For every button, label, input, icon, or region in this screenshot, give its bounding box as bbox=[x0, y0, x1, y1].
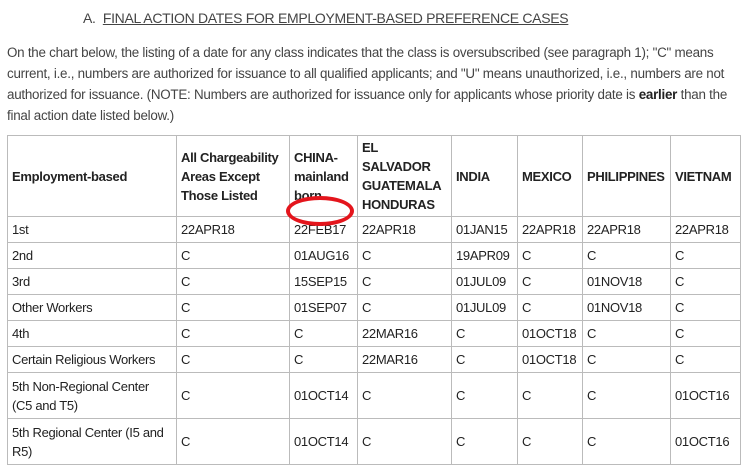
heading-title: FINAL ACTION DATES FOR EMPLOYMENT-BASED … bbox=[102, 10, 569, 26]
final-action-dates-table: Employment-based All Chargeability Areas … bbox=[7, 135, 741, 465]
row-label: 5th Regional Center (I5 and R5) bbox=[7, 418, 177, 465]
table-cell: 01JUL09 bbox=[451, 268, 518, 295]
row-label: 3rd bbox=[7, 268, 177, 295]
table-cell: 01JAN15 bbox=[451, 216, 518, 243]
red-circle-annotation bbox=[286, 196, 354, 226]
table-cell: C bbox=[582, 418, 671, 465]
paragraph-bold: earlier bbox=[638, 87, 678, 102]
table-cell: 22APR18 bbox=[582, 216, 671, 243]
table-cell: C bbox=[517, 372, 583, 419]
table-cell: 01OCT16 bbox=[670, 372, 741, 419]
table-cell: 01OCT18 bbox=[517, 320, 583, 347]
heading-prefix: A. bbox=[83, 10, 96, 26]
table-cell: C bbox=[451, 372, 518, 419]
table-cell: 22MAR16 bbox=[357, 346, 452, 373]
column-header: MEXICO bbox=[517, 135, 583, 217]
column-header: VIETNAM bbox=[670, 135, 741, 217]
table-cell: C bbox=[517, 268, 583, 295]
header-row: Employment-based All Chargeability Areas … bbox=[7, 135, 741, 217]
table-cell: C bbox=[451, 418, 518, 465]
table-cell: C bbox=[176, 268, 290, 295]
table-cell: C bbox=[451, 320, 518, 347]
table-cell: 01OCT16 bbox=[670, 418, 741, 465]
table-cell: C bbox=[582, 346, 671, 373]
table-cell: C bbox=[289, 320, 358, 347]
table-cell: C bbox=[357, 294, 452, 321]
table-cell: C bbox=[176, 418, 290, 465]
row-label: 2nd bbox=[7, 242, 177, 269]
table-cell: 22MAR16 bbox=[357, 320, 452, 347]
column-header: PHILIPPINES bbox=[582, 135, 671, 217]
paragraph-tail: than the final action date listed below.… bbox=[7, 87, 728, 123]
table-row: 5th Non-Regional Center (C5 and T5) C 01OC… bbox=[7, 372, 741, 419]
table-cell: C bbox=[670, 268, 741, 295]
table-cell: 01SEP07 bbox=[289, 294, 358, 321]
column-header: Employment-based bbox=[7, 135, 177, 217]
table-cell: 22APR18 bbox=[670, 216, 741, 243]
table-cell: C bbox=[176, 294, 290, 321]
row-label: 4th bbox=[7, 320, 177, 347]
table-cell: C bbox=[289, 346, 358, 373]
table-cell: 22APR18 bbox=[176, 216, 290, 243]
table-cell: 22APR18 bbox=[357, 216, 452, 243]
table-cell: 01OCT14 bbox=[289, 372, 358, 419]
table-cell: 19APR09 bbox=[451, 242, 518, 269]
table-cell: C bbox=[670, 346, 741, 373]
table-cell: C bbox=[176, 320, 290, 347]
table-cell: C bbox=[517, 418, 583, 465]
table-cell: C bbox=[357, 372, 452, 419]
table-cell: C bbox=[582, 320, 671, 347]
column-header: EL SALVADOR GUATEMALA HONDURAS bbox=[357, 135, 452, 217]
table-row: 5th Regional Center (I5 and R5) C 01OCT14 C… bbox=[7, 418, 741, 465]
table-cell: C bbox=[582, 372, 671, 419]
table-cell: C bbox=[357, 242, 452, 269]
table-cell: C bbox=[176, 242, 290, 269]
table-cell: 22APR18 bbox=[517, 216, 583, 243]
column-header: All Chargeability Areas Except Those Lis… bbox=[176, 135, 290, 217]
table-cell: C bbox=[176, 372, 290, 419]
table-cell: C bbox=[670, 242, 741, 269]
table-cell: 01NOV18 bbox=[582, 268, 671, 295]
table-cell: C bbox=[357, 418, 452, 465]
table-row: 1st 22APR18 22FEB17 22APR18 01JAN15 22APR18 22… bbox=[7, 216, 741, 243]
table-cell: C bbox=[517, 242, 583, 269]
table-row: 3rd C 15SEP15 C 01JUL09 C 01NOV18 C bbox=[7, 268, 741, 295]
table-cell: 01JUL09 bbox=[451, 294, 518, 321]
table-cell: C bbox=[176, 346, 290, 373]
table-cell: C bbox=[670, 294, 741, 321]
column-header: INDIA bbox=[451, 135, 518, 217]
table-cell: 01AUG16 bbox=[289, 242, 358, 269]
table-row: Other Workers C 01SEP07 C 01JUL09 C 01NOV18 C bbox=[7, 294, 741, 321]
row-label: Other Workers bbox=[7, 294, 177, 321]
table-row: Certain Religious Workers C C 22MAR16 C 01OCT… bbox=[7, 346, 741, 373]
table-cell: C bbox=[582, 242, 671, 269]
table-cell: 01NOV18 bbox=[582, 294, 671, 321]
table-cell: C bbox=[517, 294, 583, 321]
table-cell: 01OCT14 bbox=[289, 418, 358, 465]
row-label: Certain Religious Workers bbox=[7, 346, 177, 373]
paragraph-text: On the chart below, the listing of a dat… bbox=[7, 45, 725, 102]
row-label: 1st bbox=[7, 216, 177, 243]
table-cell: 01OCT18 bbox=[517, 346, 583, 373]
row-label: 5th Non-Regional Center (C5 and T5) bbox=[7, 372, 177, 419]
table-row: 2nd C 01AUG16 C 19APR09 C C C bbox=[7, 242, 741, 269]
table-cell: C bbox=[670, 320, 741, 347]
section-heading: A. FINAL ACTION DATES FOR EMPLOYMENT-BAS… bbox=[83, 10, 569, 26]
table-cell: C bbox=[357, 268, 452, 295]
table-row: 4th C C 22MAR16 C 01OCT18 C C bbox=[7, 320, 741, 347]
explanatory-paragraph: On the chart below, the listing of a dat… bbox=[7, 42, 742, 126]
table-cell: C bbox=[451, 346, 518, 373]
table-cell: 15SEP15 bbox=[289, 268, 358, 295]
